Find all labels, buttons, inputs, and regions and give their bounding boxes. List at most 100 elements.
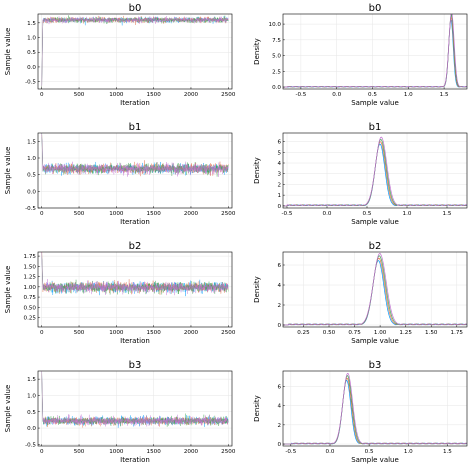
- chain-3-density: [283, 375, 467, 445]
- x-tick-label: 0.0: [326, 449, 335, 455]
- series-group: [41, 133, 229, 177]
- y-axis-label: Sample value: [4, 266, 12, 314]
- x-tick-label: 1.5: [443, 449, 452, 455]
- x-tick-label: 500: [74, 330, 85, 336]
- chart-title: b0: [129, 3, 142, 14]
- x-tick-label: 2500: [221, 211, 236, 217]
- y-axis-label: Sample value: [4, 385, 12, 433]
- x-tick-label: 1000: [109, 449, 124, 455]
- chain-4-density: [283, 253, 467, 326]
- y-tick-label: 5.0: [272, 54, 281, 60]
- chain-1-trace: [41, 16, 229, 89]
- panel-density-b0: -0.5 0.0 0.5 1.0 1.5 0.0 2.5 5.0 7.5 10.0 b0 Sample…: [253, 3, 468, 107]
- y-tick-label: 6: [277, 140, 281, 146]
- panel-density-b2: 0.25 0.50 0.75 1.00 1.25 1.50 1.75 0 2 4 6 b2 Sample…: [253, 241, 468, 345]
- y-tick-label: 7.5: [272, 38, 281, 44]
- chain-1-density: [283, 379, 467, 445]
- y-tick-label: 1.00: [24, 285, 37, 291]
- chain-3-density: [283, 138, 467, 207]
- x-tick-label: 0.5: [365, 449, 374, 455]
- y-tick-label: 0.25: [24, 316, 37, 322]
- y-tick-label: 0.5: [27, 50, 36, 56]
- y-tick-label: 0.5: [27, 410, 36, 416]
- x-axis-label: Iteration: [120, 456, 150, 464]
- y-axis-label: Density: [253, 276, 261, 303]
- chain-1-density: [283, 143, 467, 207]
- plot-frame: [282, 251, 468, 328]
- chart-title: b3: [129, 360, 142, 371]
- y-tick-label: 6: [277, 263, 281, 269]
- y-axis-label: Density: [253, 157, 261, 184]
- chain-4-trace: [41, 252, 229, 296]
- y-axis-label: Density: [253, 38, 261, 65]
- panel-trace-b1: 0 500 1000 1500 2000 2500 -0.5 0.0 0.5 1.0 1.5 b1 It…: [4, 122, 236, 226]
- x-tick-label: 1.0: [404, 449, 413, 455]
- y-tick-label: 0: [277, 204, 281, 210]
- chain-4-trace: [41, 133, 229, 177]
- y-tick-label: 1.5: [27, 21, 36, 27]
- y-tick-label: 0.0: [27, 189, 36, 195]
- chain-4-density: [283, 136, 467, 207]
- x-tick-label: 2000: [184, 92, 199, 98]
- y-tick-label: 1.75: [24, 254, 37, 260]
- x-tick-label: 0.0: [332, 92, 341, 98]
- chain-4-density: [283, 14, 467, 88]
- plot-frame: [282, 370, 468, 447]
- y-tick-label: 1.50: [24, 264, 37, 270]
- y-axis-label: Density: [253, 395, 261, 422]
- plot-frame: [37, 370, 233, 447]
- x-tick-label: 1.5: [440, 92, 449, 98]
- x-axis-label: Iteration: [120, 99, 150, 107]
- chain-4-trace: [41, 16, 229, 86]
- y-tick-label: 0.0: [272, 85, 281, 91]
- y-tick-label: 1.25: [24, 275, 37, 281]
- chart-title: b2: [369, 241, 382, 252]
- x-tick-label: 1500: [147, 92, 162, 98]
- x-tick-label: -0.5: [282, 211, 293, 217]
- chain-3-trace: [41, 371, 229, 427]
- x-tick-label: 0: [40, 211, 44, 217]
- x-tick-label: 2500: [221, 330, 236, 336]
- y-tick-label: 0.5: [27, 173, 36, 179]
- x-tick-label: 1000: [109, 92, 124, 98]
- x-tick-label: 0: [40, 330, 44, 336]
- x-tick-label: 500: [74, 211, 85, 217]
- x-tick-label: 1.0: [404, 92, 413, 98]
- y-tick-label: 2.5: [272, 69, 281, 75]
- x-tick-label: -0.5: [295, 92, 306, 98]
- x-tick-label: 1500: [147, 211, 162, 217]
- y-tick-label: -0.5: [25, 442, 36, 448]
- x-tick-label: 1.0: [403, 211, 412, 217]
- y-tick-label: 1.0: [27, 36, 36, 42]
- chart-title: b1: [369, 122, 382, 133]
- chain-2-density: [283, 16, 467, 88]
- series-group: [41, 15, 229, 89]
- y-tick-label: 1.5: [27, 377, 36, 383]
- x-tick-label: 2000: [184, 449, 199, 455]
- series-group: [283, 253, 467, 326]
- y-tick-label: -0.5: [25, 206, 36, 212]
- chain-3-density: [283, 255, 467, 326]
- chain-4-density: [283, 373, 467, 445]
- panel-density-b3: -0.5 0.0 0.5 1.0 1.5 0 2 4 6 b3 Sample value Densit…: [253, 360, 468, 464]
- chart-title: b1: [129, 122, 142, 133]
- chain-1-density: [283, 18, 467, 88]
- plot-frame: [37, 251, 233, 328]
- x-tick-label: 0.50: [323, 330, 336, 336]
- y-tick-label: 4: [277, 161, 281, 167]
- y-tick-label: 0: [277, 442, 281, 448]
- y-tick-label: 0.0: [27, 426, 36, 432]
- x-tick-label: 0: [40, 449, 44, 455]
- chain-3-density: [283, 14, 467, 88]
- x-tick-label: 1.75: [451, 330, 464, 336]
- panel-trace-b0: 0 500 1000 1500 2000 2500 -0.5 0.0 0.5 1.0 1.5 b0 It…: [4, 3, 236, 107]
- x-tick-label: 500: [74, 449, 85, 455]
- x-tick-label: 2000: [184, 211, 199, 217]
- chart-title: b2: [129, 241, 142, 252]
- x-axis-label: Iteration: [120, 218, 150, 226]
- x-axis-label: Sample value: [351, 99, 399, 107]
- y-tick-label: 1.0: [27, 393, 36, 399]
- x-tick-label: 1.5: [443, 211, 452, 217]
- y-axis-label: Sample value: [4, 28, 12, 76]
